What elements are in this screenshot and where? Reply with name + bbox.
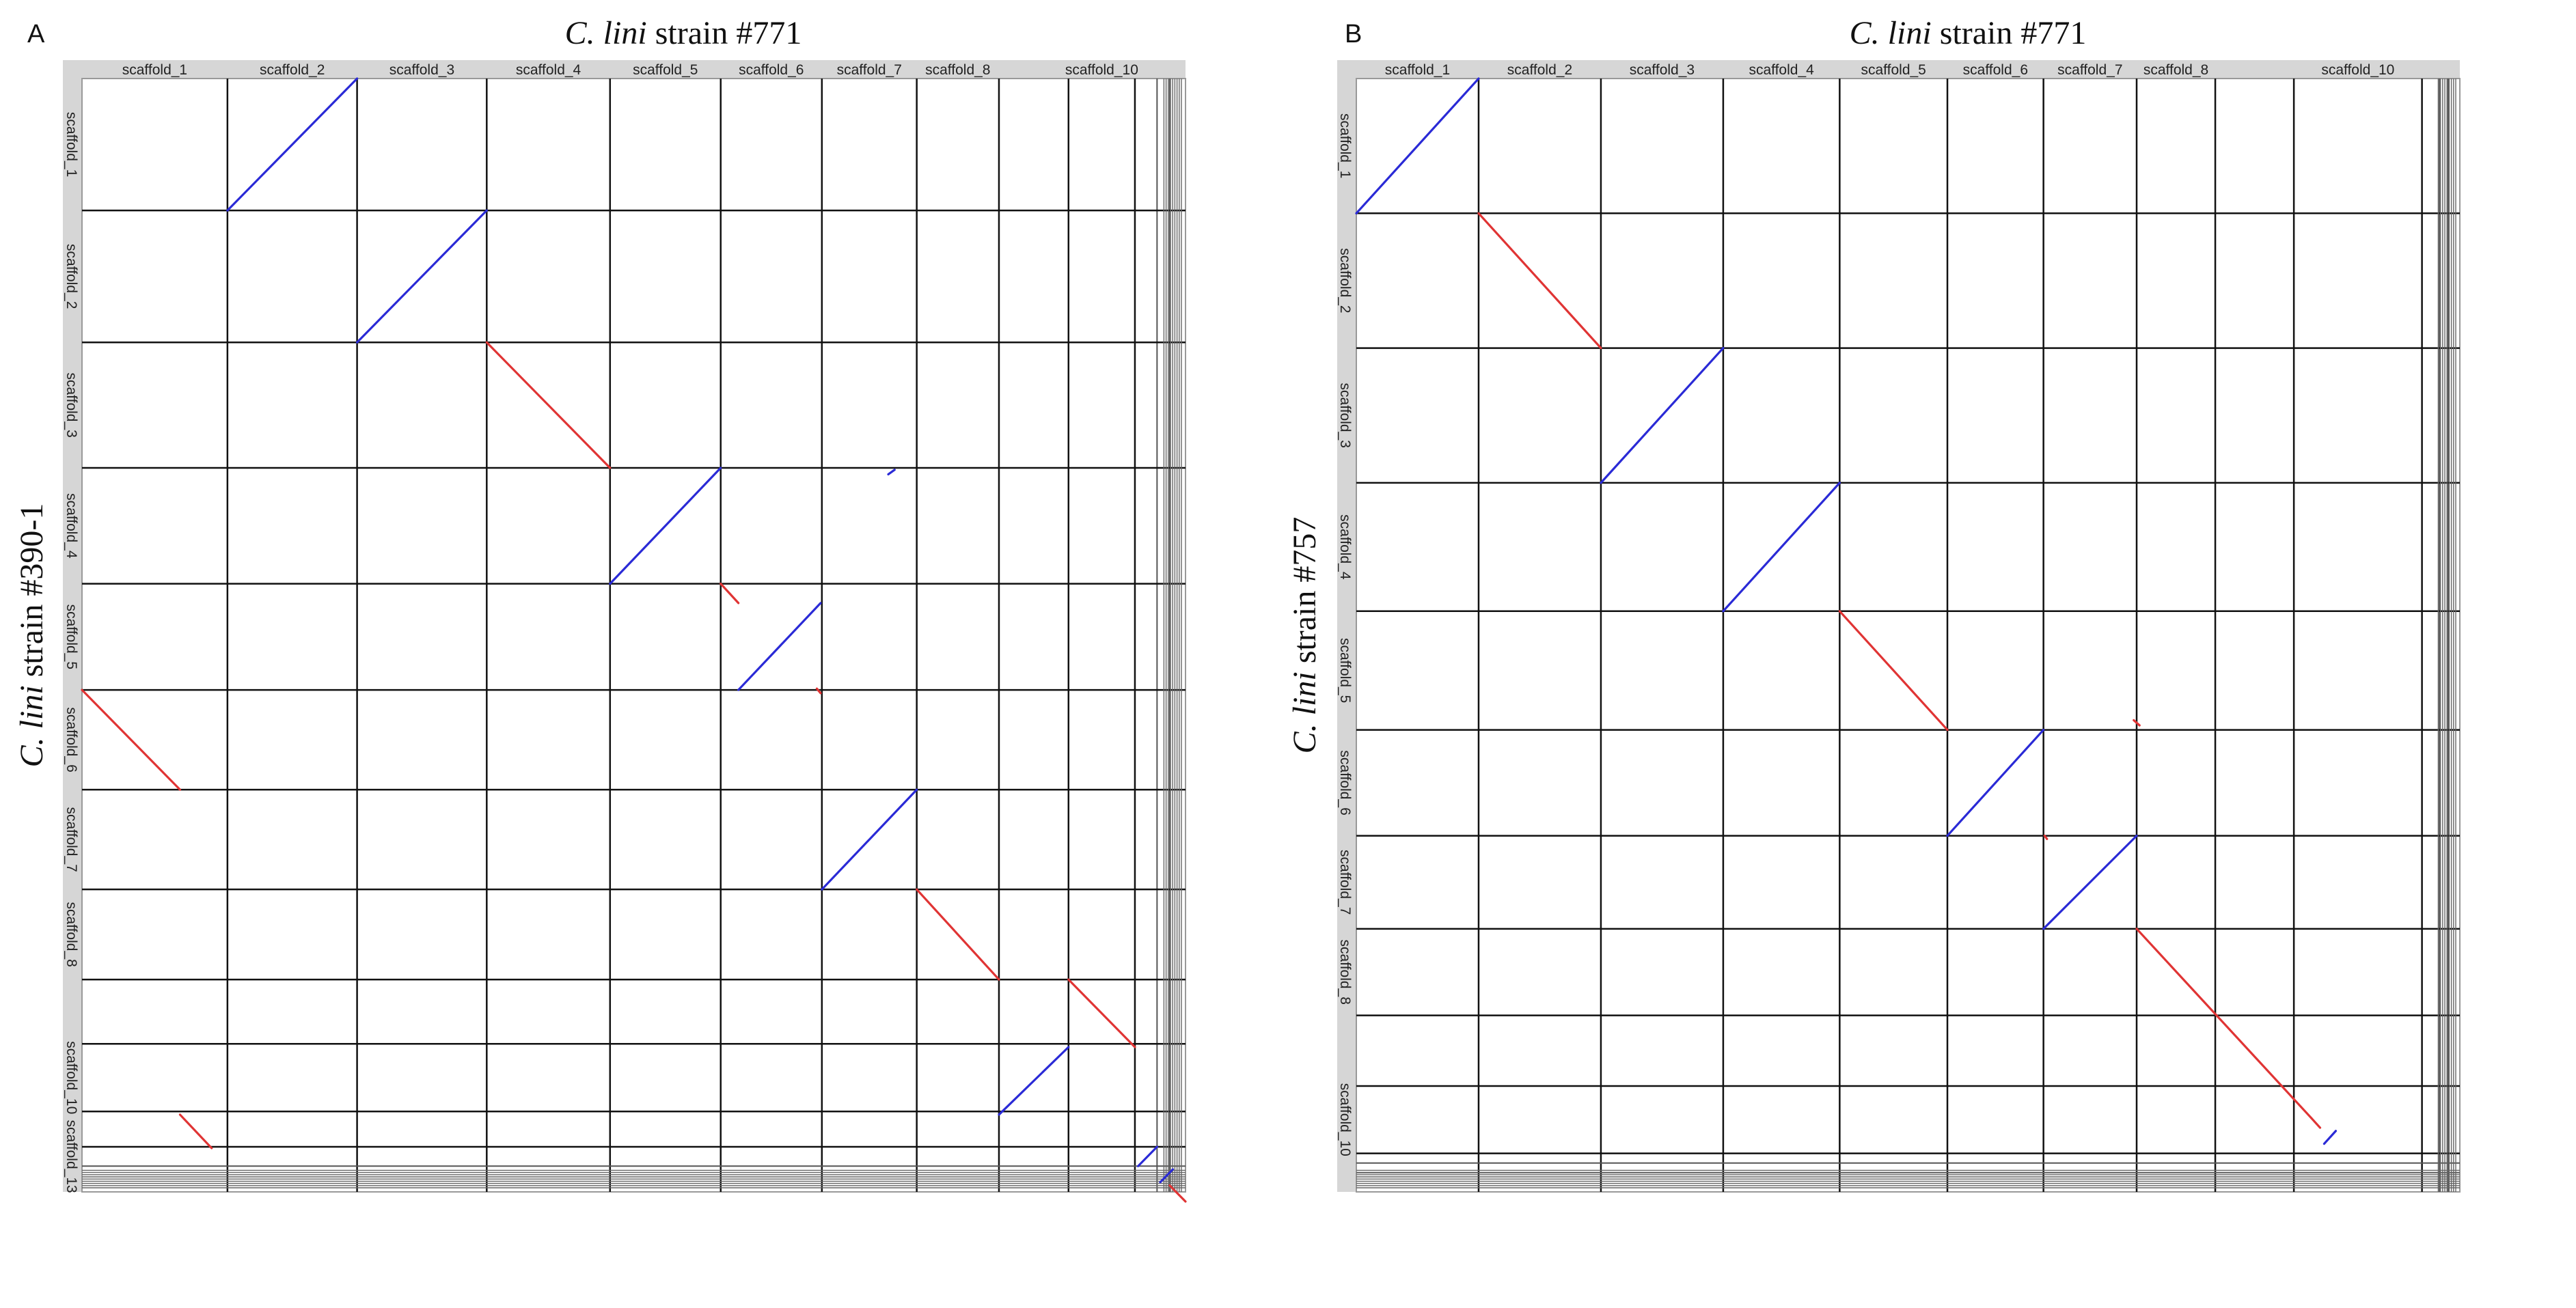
- alignment-forward: [887, 469, 896, 476]
- plot-area: [81, 78, 1186, 1193]
- alignment-forward: [1136, 1145, 1158, 1167]
- x-scaffold-label: scaffold_2: [260, 62, 325, 78]
- alignment-reverse: [81, 688, 182, 791]
- y-axis-title-strain: strain #390-1: [14, 503, 50, 686]
- y-label-band: [63, 79, 82, 1192]
- x-label-band: [63, 60, 1186, 79]
- y-axis-title: C. lini strain #390-1: [14, 503, 50, 768]
- x-scaffold-label: scaffold_8: [925, 62, 990, 78]
- y-axis-title-species: C. lini: [1287, 671, 1323, 753]
- y-scaffold-label: scaffold_5: [64, 604, 79, 669]
- alignment-reverse: [916, 888, 1000, 981]
- x-scaffold-label: scaffold_7: [2057, 62, 2122, 78]
- x-scaffold-label: scaffold_1: [122, 62, 187, 78]
- y-scaffold-label: scaffold_6: [64, 707, 79, 772]
- x-scaffold-label: scaffold_7: [837, 62, 902, 78]
- alignment-reverse: [720, 583, 740, 604]
- x-scaffold-label: scaffold_2: [1507, 62, 1572, 78]
- y-scaffold-label: scaffold_3: [1337, 383, 1353, 448]
- alignment-reverse: [1477, 212, 1602, 350]
- y-scaffold-label: scaffold_1: [1337, 113, 1353, 178]
- alignment-reverse: [178, 1113, 213, 1150]
- x-axis-title: C. lini strain #771: [1850, 15, 2087, 51]
- y-label-band: [1337, 79, 1356, 1192]
- plot-area: [1356, 78, 2461, 1193]
- y-scaffold-label: scaffold_8: [64, 902, 79, 966]
- x-label-band: [1337, 60, 2460, 79]
- alignment-reverse: [2133, 719, 2141, 727]
- x-scaffold-label: scaffold_1: [1385, 62, 1450, 78]
- alignment-reverse: [2135, 928, 2313, 1119]
- alignment-forward: [1600, 346, 1725, 484]
- y-scaffold-label: scaffold_4: [1337, 514, 1353, 580]
- alignment-reverse: [2043, 834, 2049, 840]
- y-scaffold-label: scaffold_8: [1337, 940, 1353, 1005]
- alignment-forward: [355, 209, 488, 344]
- alignment-forward: [1355, 77, 1480, 214]
- alignment-reverse: [2310, 1117, 2322, 1129]
- x-axis-title-species: C. lini: [565, 15, 647, 51]
- x-axis-title-species: C. lini: [1850, 15, 1932, 51]
- x-axis-title: C. lini strain #771: [565, 15, 802, 51]
- y-axis-title: C. lini strain #757: [1287, 517, 1323, 754]
- y-scaffold-label: scaffold_10: [1337, 1083, 1353, 1156]
- panel-letter: B: [1345, 20, 1362, 48]
- x-scaffold-label: scaffold_10: [2321, 62, 2394, 78]
- x-scaffold-label: scaffold_6: [739, 62, 804, 78]
- alignment-reverse: [1168, 1184, 1187, 1203]
- x-scaffold-label: scaffold_6: [1963, 62, 2028, 78]
- y-scaffold-label: scaffold_3: [64, 372, 79, 437]
- x-scaffold-label: scaffold_4: [516, 62, 581, 78]
- alignment-forward: [821, 788, 918, 891]
- alignment-forward: [1946, 728, 2045, 837]
- x-scaffold-label: scaffold_10: [1065, 62, 1138, 78]
- alignment-forward: [2042, 834, 2138, 930]
- x-scaffold-label: scaffold_3: [1630, 62, 1695, 78]
- y-scaffold-label: scaffold_6: [1337, 750, 1353, 815]
- x-scaffold-label: scaffold_3: [389, 62, 454, 78]
- y-scaffold-label: scaffold_2: [1337, 248, 1353, 313]
- x-axis-title-strain: strain #771: [1932, 15, 2087, 51]
- alignment-forward: [2322, 1130, 2338, 1145]
- y-axis-title-species: C. lini: [14, 685, 50, 767]
- x-scaffold-label: scaffold_5: [1861, 62, 1926, 78]
- alignment-reverse: [815, 687, 822, 695]
- y-scaffold-label: scaffold_1: [64, 112, 79, 177]
- y-axis-title-strain: strain #757: [1287, 517, 1323, 672]
- panel-letter: A: [27, 20, 45, 48]
- y-scaffold-label: scaffold_7: [1337, 850, 1353, 915]
- alignment-reverse: [1067, 978, 1136, 1048]
- y-scaffold-label: scaffold_5: [1337, 638, 1353, 703]
- alignment-forward: [609, 467, 722, 585]
- alignment-forward: [1159, 1168, 1175, 1184]
- alignment-forward: [1722, 482, 1841, 613]
- x-axis-title-strain: strain #771: [647, 15, 802, 51]
- alignment-forward: [226, 77, 359, 212]
- y-scaffold-label: scaffold_13: [64, 1120, 79, 1193]
- alignment-forward: [998, 1046, 1070, 1116]
- y-scaffold-label: scaffold_7: [64, 807, 79, 872]
- x-scaffold-label: scaffold_8: [2143, 62, 2208, 78]
- alignment-reverse: [485, 341, 612, 469]
- y-scaffold-label: scaffold_4: [64, 493, 79, 559]
- x-scaffold-label: scaffold_5: [633, 62, 698, 78]
- alignment-reverse: [1838, 610, 1949, 732]
- y-scaffold-label: scaffold_2: [64, 244, 79, 309]
- x-scaffold-label: scaffold_4: [1749, 62, 1814, 78]
- alignment-forward: [737, 602, 822, 691]
- y-scaffold-label: scaffold_10: [64, 1041, 79, 1114]
